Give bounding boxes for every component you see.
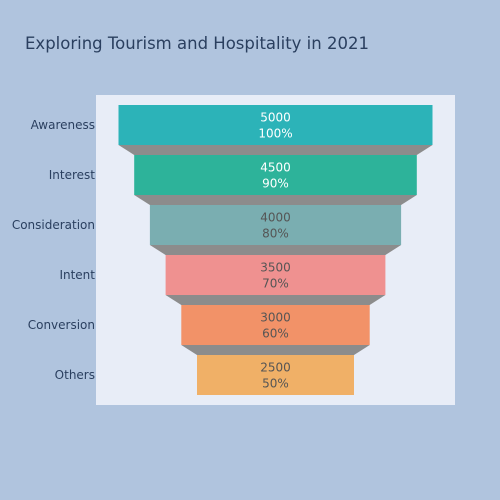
stage-label-intent: Intent <box>59 268 95 282</box>
percent-label-intent: 70% <box>262 277 289 291</box>
stage-label-others: Others <box>55 368 95 382</box>
value-label-interest: 4500 <box>260 161 291 175</box>
stage-label-awareness: Awareness <box>31 118 95 132</box>
funnel-bar-consideration[interactable] <box>149 205 402 245</box>
funnel-connector-interest <box>134 195 417 205</box>
value-label-others: 2500 <box>260 361 291 375</box>
stage-label-consideration: Consideration <box>12 218 95 232</box>
funnel-bar-awareness[interactable] <box>118 105 433 145</box>
value-label-awareness: 5000 <box>260 111 291 125</box>
funnel-bar-conversion[interactable] <box>181 305 370 345</box>
stage-label-conversion: Conversion <box>28 318 95 332</box>
funnel-connector-intent <box>165 295 386 305</box>
value-label-conversion: 3000 <box>260 311 291 325</box>
funnel-bar-interest[interactable] <box>134 155 417 195</box>
stage-label-interest: Interest <box>49 168 96 182</box>
percent-label-interest: 90% <box>262 177 289 191</box>
value-label-consideration: 4000 <box>260 211 291 225</box>
funnel-connector-consideration <box>149 245 402 255</box>
funnel-bar-intent[interactable] <box>165 255 386 295</box>
percent-label-others: 50% <box>262 377 289 391</box>
percent-label-conversion: 60% <box>262 327 289 341</box>
value-label-intent: 3500 <box>260 261 291 275</box>
percent-label-consideration: 80% <box>262 227 289 241</box>
funnel-connector-awareness <box>118 145 433 155</box>
funnel-connector-conversion <box>181 345 370 355</box>
percent-label-awareness: 100% <box>258 127 292 141</box>
funnel-bar-others[interactable] <box>197 355 354 395</box>
chart-title: Exploring Tourism and Hospitality in 202… <box>25 34 369 53</box>
